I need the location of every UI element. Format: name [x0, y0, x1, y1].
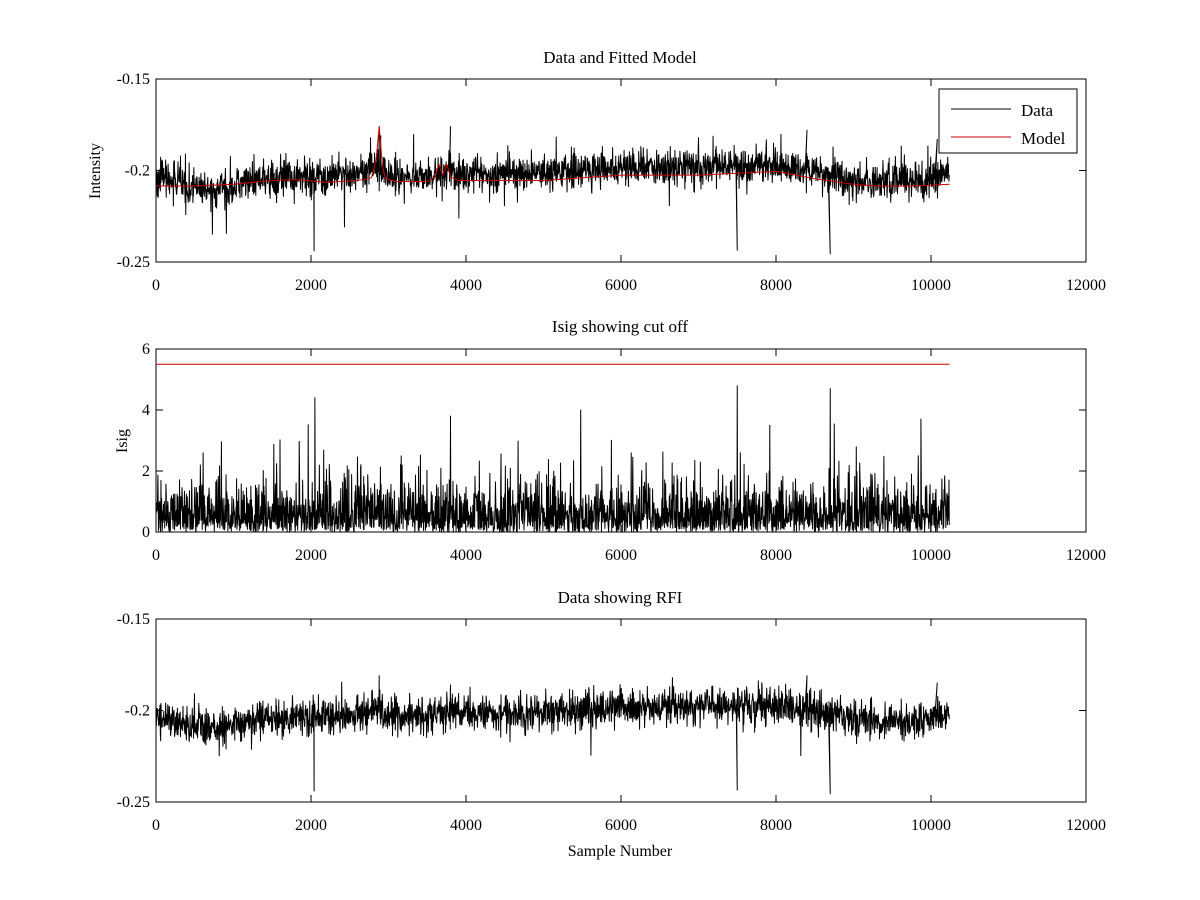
y-tick-label: 2 — [142, 463, 150, 480]
series-group — [156, 675, 950, 795]
x-tick-label: 6000 — [605, 817, 637, 834]
panel-2-plot-area: 0 2000 4000 6000 8000 10000 12000 0 2 4 6 — [142, 341, 1106, 564]
x-tick-label: 12000 — [1066, 277, 1106, 294]
series-model-line — [156, 126, 950, 187]
series-data-line — [156, 126, 950, 255]
panel-2-title: Isig showing cut off — [552, 317, 688, 336]
y-tick-label: 0 — [142, 524, 150, 541]
series-group — [156, 363, 950, 532]
x-tick-label: 4000 — [450, 547, 482, 564]
panel-2-ylabel: Isig — [114, 429, 131, 453]
legend-label-model: Model — [1021, 129, 1066, 148]
x-tick-label: 6000 — [605, 277, 637, 294]
x-tick-label: 8000 — [760, 547, 792, 564]
panel-2: Isig showing cut off Isig 0 2000 4000 6000 8… — [114, 317, 1106, 564]
panel-3-title: Data showing RFI — [558, 588, 683, 607]
x-tick-label: 0 — [152, 817, 160, 834]
y-tick-label: 4 — [142, 402, 150, 419]
x-tick-label: 4000 — [450, 817, 482, 834]
panel-1-plot-area: 0 2000 4000 6000 8000 10000 12000 -0.15 -0.2 -0.2… — [117, 71, 1106, 294]
y-tick-label: -0.2 — [125, 163, 150, 180]
x-tick-label: 8000 — [760, 817, 792, 834]
series-data-line — [156, 675, 950, 795]
x-tick-label: 4000 — [450, 277, 482, 294]
x-tick-label: 10000 — [911, 277, 951, 294]
legend-box — [938, 88, 1078, 154]
x-tick-label: 2000 — [295, 817, 327, 834]
panel-3-xlabel: Sample Number — [568, 843, 673, 860]
panel-1-ylabel: Intensity — [87, 143, 104, 199]
x-tick-label: 0 — [152, 547, 160, 564]
y-tick-label: -0.2 — [125, 703, 150, 720]
x-tick-label: 10000 — [911, 547, 951, 564]
x-tick-label: 10000 — [911, 817, 951, 834]
legend-label-data: Data — [1021, 101, 1054, 120]
series-group — [156, 126, 950, 255]
x-tick-label: 2000 — [295, 277, 327, 294]
panel-3-plot-area: 0 2000 4000 6000 8000 10000 12000 -0.15 -0.2 -0.2… — [117, 611, 1106, 834]
y-tick-label: 6 — [142, 341, 150, 358]
x-tick-label: 2000 — [295, 547, 327, 564]
y-tick-label: -0.15 — [117, 611, 150, 628]
x-tick-label: 8000 — [760, 277, 792, 294]
x-tick-label: 12000 — [1066, 547, 1106, 564]
panel-1-title: Data and Fitted Model — [543, 48, 697, 67]
panel-3: Data showing RFI Sample Number 0 2000 4000… — [117, 588, 1106, 860]
y-tick-label: -0.15 — [117, 71, 150, 88]
series-isig-line — [156, 385, 950, 532]
y-tick-label: -0.25 — [117, 794, 150, 811]
x-tick-label: 6000 — [605, 547, 637, 564]
x-tick-label: 0 — [152, 277, 160, 294]
panel-1: Data and Fitted Model Intensity 0 2000 400… — [87, 48, 1106, 294]
x-tick-label: 12000 — [1066, 817, 1106, 834]
panel-1-legend: Data Model — [938, 88, 1078, 154]
y-tick-label: -0.25 — [117, 254, 150, 271]
